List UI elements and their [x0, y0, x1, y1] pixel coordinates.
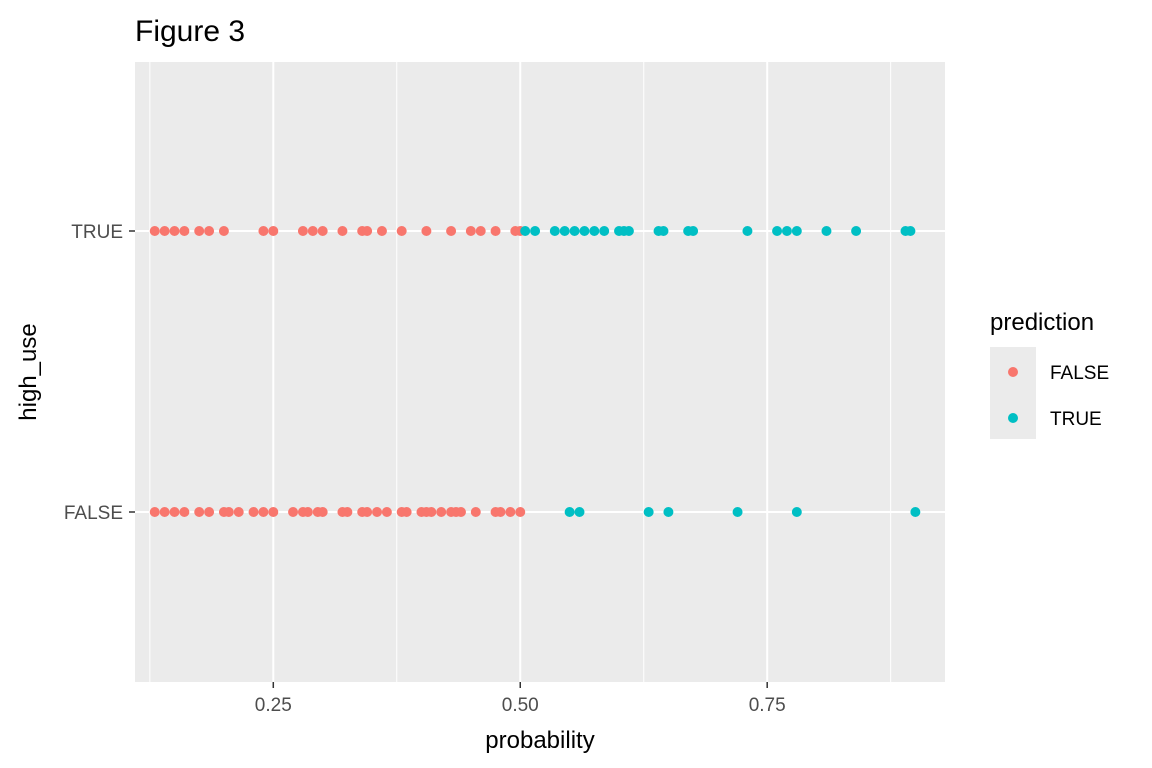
point-false	[223, 507, 234, 517]
point-false	[401, 507, 412, 517]
point-true	[742, 226, 753, 236]
point-false	[381, 507, 392, 517]
legend-title: prediction	[990, 309, 1094, 336]
point-false	[317, 226, 328, 236]
legend: prediction FALSE TRUE	[990, 309, 1109, 439]
y-axis: FALSE TRUE	[64, 222, 135, 524]
point-false	[179, 507, 190, 517]
point-false	[362, 507, 373, 517]
point-false	[159, 226, 170, 236]
point-false	[426, 507, 437, 517]
x-tick-label: 0.25	[255, 695, 292, 716]
point-false	[258, 507, 269, 517]
point-false	[218, 226, 229, 236]
point-true	[549, 226, 560, 236]
point-true	[781, 226, 792, 236]
minor-gridlines	[149, 62, 892, 682]
point-false	[446, 226, 457, 236]
point-false	[297, 226, 308, 236]
point-false	[258, 226, 269, 236]
point-false	[337, 226, 348, 236]
point-false	[490, 226, 501, 236]
point-false	[268, 226, 279, 236]
point-false	[505, 507, 516, 517]
point-false	[159, 507, 170, 517]
point-false	[204, 226, 215, 236]
point-false	[169, 226, 180, 236]
plot-panel	[135, 62, 945, 682]
point-false	[342, 507, 353, 517]
point-true	[663, 507, 674, 517]
x-tick-label: 0.75	[749, 695, 786, 716]
point-true	[589, 226, 600, 236]
point-false	[396, 226, 407, 236]
point-true	[564, 507, 575, 517]
point-false	[421, 226, 432, 236]
point-false	[376, 226, 387, 236]
point-true	[520, 226, 531, 236]
point-true	[658, 226, 669, 236]
point-true	[688, 226, 699, 236]
x-axis: 0.25 0.50 0.75	[255, 682, 786, 716]
point-true	[530, 226, 541, 236]
x-tick-label: 0.50	[502, 695, 539, 716]
data-points	[149, 226, 921, 517]
point-false	[194, 507, 205, 517]
point-true	[791, 226, 802, 236]
point-false	[248, 507, 259, 517]
point-false	[455, 507, 466, 517]
point-false	[362, 226, 373, 236]
point-true	[559, 226, 570, 236]
y-tick-label: FALSE	[64, 503, 123, 524]
point-true	[772, 226, 783, 236]
point-false	[268, 507, 279, 517]
point-true	[623, 226, 634, 236]
y-tick-label: TRUE	[71, 222, 123, 243]
point-false	[372, 507, 383, 517]
point-false	[288, 507, 299, 517]
point-false	[465, 226, 476, 236]
legend-key-background	[990, 347, 1036, 439]
point-true	[905, 226, 916, 236]
point-false	[495, 507, 506, 517]
point-false	[233, 507, 244, 517]
point-false	[307, 226, 318, 236]
legend-key-false	[1008, 367, 1018, 377]
chart-title: Figure 3	[135, 15, 245, 48]
point-true	[732, 507, 743, 517]
point-true	[791, 507, 802, 517]
point-true	[643, 507, 654, 517]
point-false	[475, 226, 486, 236]
point-false	[149, 226, 160, 236]
point-true	[851, 226, 862, 236]
point-false	[179, 226, 190, 236]
point-false	[149, 507, 160, 517]
x-axis-title: probability	[485, 727, 594, 754]
point-true	[569, 226, 580, 236]
legend-label-false: FALSE	[1050, 363, 1109, 384]
point-true	[579, 226, 590, 236]
point-true	[821, 226, 832, 236]
point-false	[515, 507, 526, 517]
legend-key-true	[1008, 413, 1018, 423]
legend-label-true: TRUE	[1050, 409, 1102, 430]
point-false	[470, 507, 481, 517]
point-false	[204, 507, 215, 517]
y-axis-title: high_use	[15, 323, 42, 420]
point-false	[302, 507, 313, 517]
point-false	[436, 507, 447, 517]
point-true	[599, 226, 610, 236]
point-true	[574, 507, 585, 517]
point-true	[910, 507, 921, 517]
point-false	[317, 507, 328, 517]
point-false	[169, 507, 180, 517]
point-false	[194, 226, 205, 236]
